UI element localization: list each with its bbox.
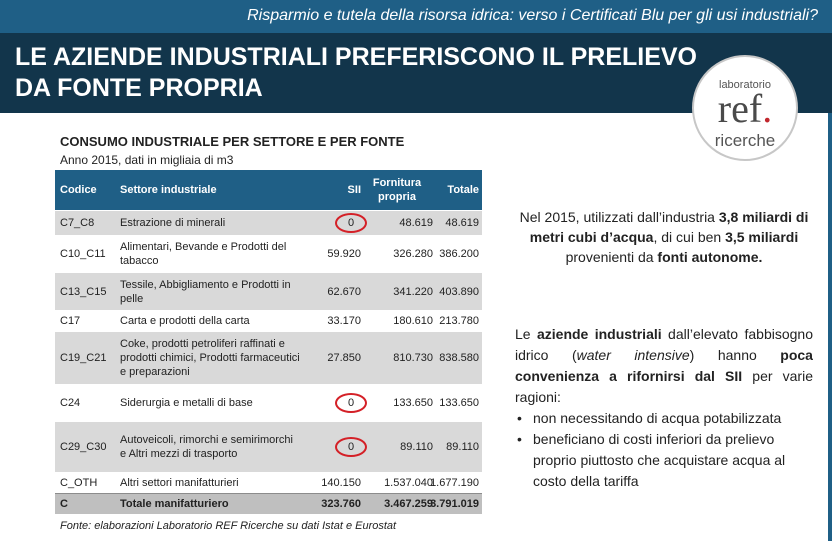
logo-text-ricerche: ricerche xyxy=(714,131,776,150)
cell-sii: 27.850 xyxy=(327,352,361,364)
presentation-subtitle: Risparmio e tutela della risorsa idrica:… xyxy=(247,7,818,24)
cell-sector: Estrazione di minerali xyxy=(120,217,226,229)
ref-ricerche-logo: laboratorio ref. ricerche xyxy=(692,55,798,161)
table-source-note: Fonte: elaborazioni Laboratorio REF Rice… xyxy=(60,520,397,532)
cell-sii: 140.150 xyxy=(321,476,361,489)
cell-sector: Alimentari, Bevande e Prodotti del tabac… xyxy=(120,241,287,267)
cell-fornitura: 3.467.259 xyxy=(384,498,433,510)
column-header-codice: Codice xyxy=(60,184,97,196)
cell-sector: Altri settori manifatturieri xyxy=(120,476,239,489)
slide-title: LE AZIENDE INDUSTRIALI PREFERISCONO IL P… xyxy=(15,43,698,102)
cell-code: C29_C30 xyxy=(60,441,107,453)
cell-fornitura: 326.280 xyxy=(393,248,433,260)
top-banner: Risparmio e tutela della risorsa idrica:… xyxy=(0,0,832,33)
cell-sii: 62.670 xyxy=(327,285,361,298)
cell-totale: 48.619 xyxy=(445,217,479,229)
cell-sii: 33.170 xyxy=(327,315,361,327)
cell-totale: 89.110 xyxy=(446,441,479,453)
cell-code: C10_C11 xyxy=(60,248,106,260)
cell-totale: 403.890 xyxy=(439,285,479,298)
logo-text-ref: ref. xyxy=(717,86,773,131)
table-subtitle: Anno 2015, dati in migliaia di m3 xyxy=(60,153,234,167)
explanation-paragraph: Le aziende industriali dall’elevato fabb… xyxy=(515,326,813,405)
cell-sii: 323.760 xyxy=(321,498,361,510)
cell-fornitura: 89.110 xyxy=(400,441,433,453)
cell-totale: 386.200 xyxy=(439,248,479,260)
cell-fornitura: 810.730 xyxy=(393,352,433,364)
cell-sector: Autoveicoli, rimorchi e semirimorchi e A… xyxy=(120,434,293,460)
cell-fornitura: 133.650 xyxy=(393,397,433,409)
column-header-fornitura: Fornitura propria xyxy=(372,177,422,203)
cell-totale: 1.677.190 xyxy=(430,476,479,489)
summary-note: Nel 2015, utilizzati dall’industria 3,8 … xyxy=(519,209,809,265)
logo-text-laboratorio: laboratorio xyxy=(719,79,771,91)
table-row: C17 Carta e prodotti della carta 33.170 … xyxy=(55,311,482,332)
cell-sii: 59.920 xyxy=(327,248,361,260)
table-header-row: Codice Settore industriale SII Fornitura… xyxy=(55,170,482,211)
cell-code: C19_C21 xyxy=(60,352,107,364)
cell-code: C7_C8 xyxy=(60,217,95,229)
cell-totale: 133.650 xyxy=(439,397,479,409)
cell-sector: Totale manifatturiero xyxy=(120,498,229,510)
table-row: C10_C11 Alimentari, Bevande e Prodotti d… xyxy=(55,236,482,273)
list-item: non necessitando di acqua potabilizzata xyxy=(517,408,813,429)
column-header-settore: Settore industriale xyxy=(120,184,217,196)
cell-code: C xyxy=(60,498,68,510)
right-edge-bar xyxy=(828,113,832,541)
highlight-circle: 0 xyxy=(335,393,367,413)
highlight-circle: 0 xyxy=(335,437,367,457)
consumption-table: Codice Settore industriale SII Fornitura… xyxy=(55,170,482,515)
cell-sii: 0 xyxy=(305,385,367,421)
cell-fornitura: 341.220 xyxy=(393,285,433,298)
table-row: C_OTH Altri settori manifatturieri 140.1… xyxy=(55,473,482,493)
cell-totale: 213.780 xyxy=(439,315,479,327)
cell-sector: Carta e prodotti della carta xyxy=(120,315,250,327)
cell-sector: Siderurgia e metalli di base xyxy=(120,397,253,409)
table-row: C29_C30 Autoveicoli, rimorchi e semirimo… xyxy=(55,422,482,473)
logo-red-dot: . xyxy=(762,86,773,131)
table-row: C24 Siderurgia e metalli di base 0 133.6… xyxy=(55,385,482,422)
column-header-sii: SII xyxy=(347,184,361,196)
table-row: C19_C21 Coke, prodotti petroliferi raffi… xyxy=(55,332,482,385)
cell-fornitura: 180.610 xyxy=(393,315,433,327)
cell-code: C17 xyxy=(60,315,81,327)
cell-totale: 3.791.019 xyxy=(430,498,479,510)
cell-sector: Tessile, Abbigliamento e Prodotti in pel… xyxy=(120,278,291,305)
list-item: beneficiano di costi inferiori da prelie… xyxy=(517,429,813,492)
cell-totale: 838.580 xyxy=(439,352,479,364)
cell-sii: 0 xyxy=(305,422,367,472)
table-row: C7_C8 Estrazione di minerali 0 48.619 48… xyxy=(55,211,482,236)
highlight-circle: 0 xyxy=(335,213,367,233)
table-total-row: C Totale manifatturiero 323.760 3.467.25… xyxy=(55,493,482,515)
explanation-note: Le aziende industriali dall’elevato fabb… xyxy=(515,324,813,492)
cell-fornitura: 48.619 xyxy=(399,217,433,229)
cell-sector: Coke, prodotti petroliferi raffinati e p… xyxy=(120,338,300,378)
reasons-list: non necessitando di acqua potabilizzata … xyxy=(515,408,813,492)
cell-code: C_OTH xyxy=(60,476,98,489)
cell-code: C13_C15 xyxy=(60,285,107,298)
cell-fornitura: 1.537.040 xyxy=(384,476,433,489)
column-header-totale: Totale xyxy=(447,184,479,196)
table-row: C13_C15 Tessile, Abbigliamento e Prodott… xyxy=(55,273,482,311)
cell-sii: 0 xyxy=(305,211,367,235)
cell-code: C24 xyxy=(60,397,81,409)
table-title: CONSUMO INDUSTRIALE PER SETTORE E PER FO… xyxy=(60,134,405,149)
